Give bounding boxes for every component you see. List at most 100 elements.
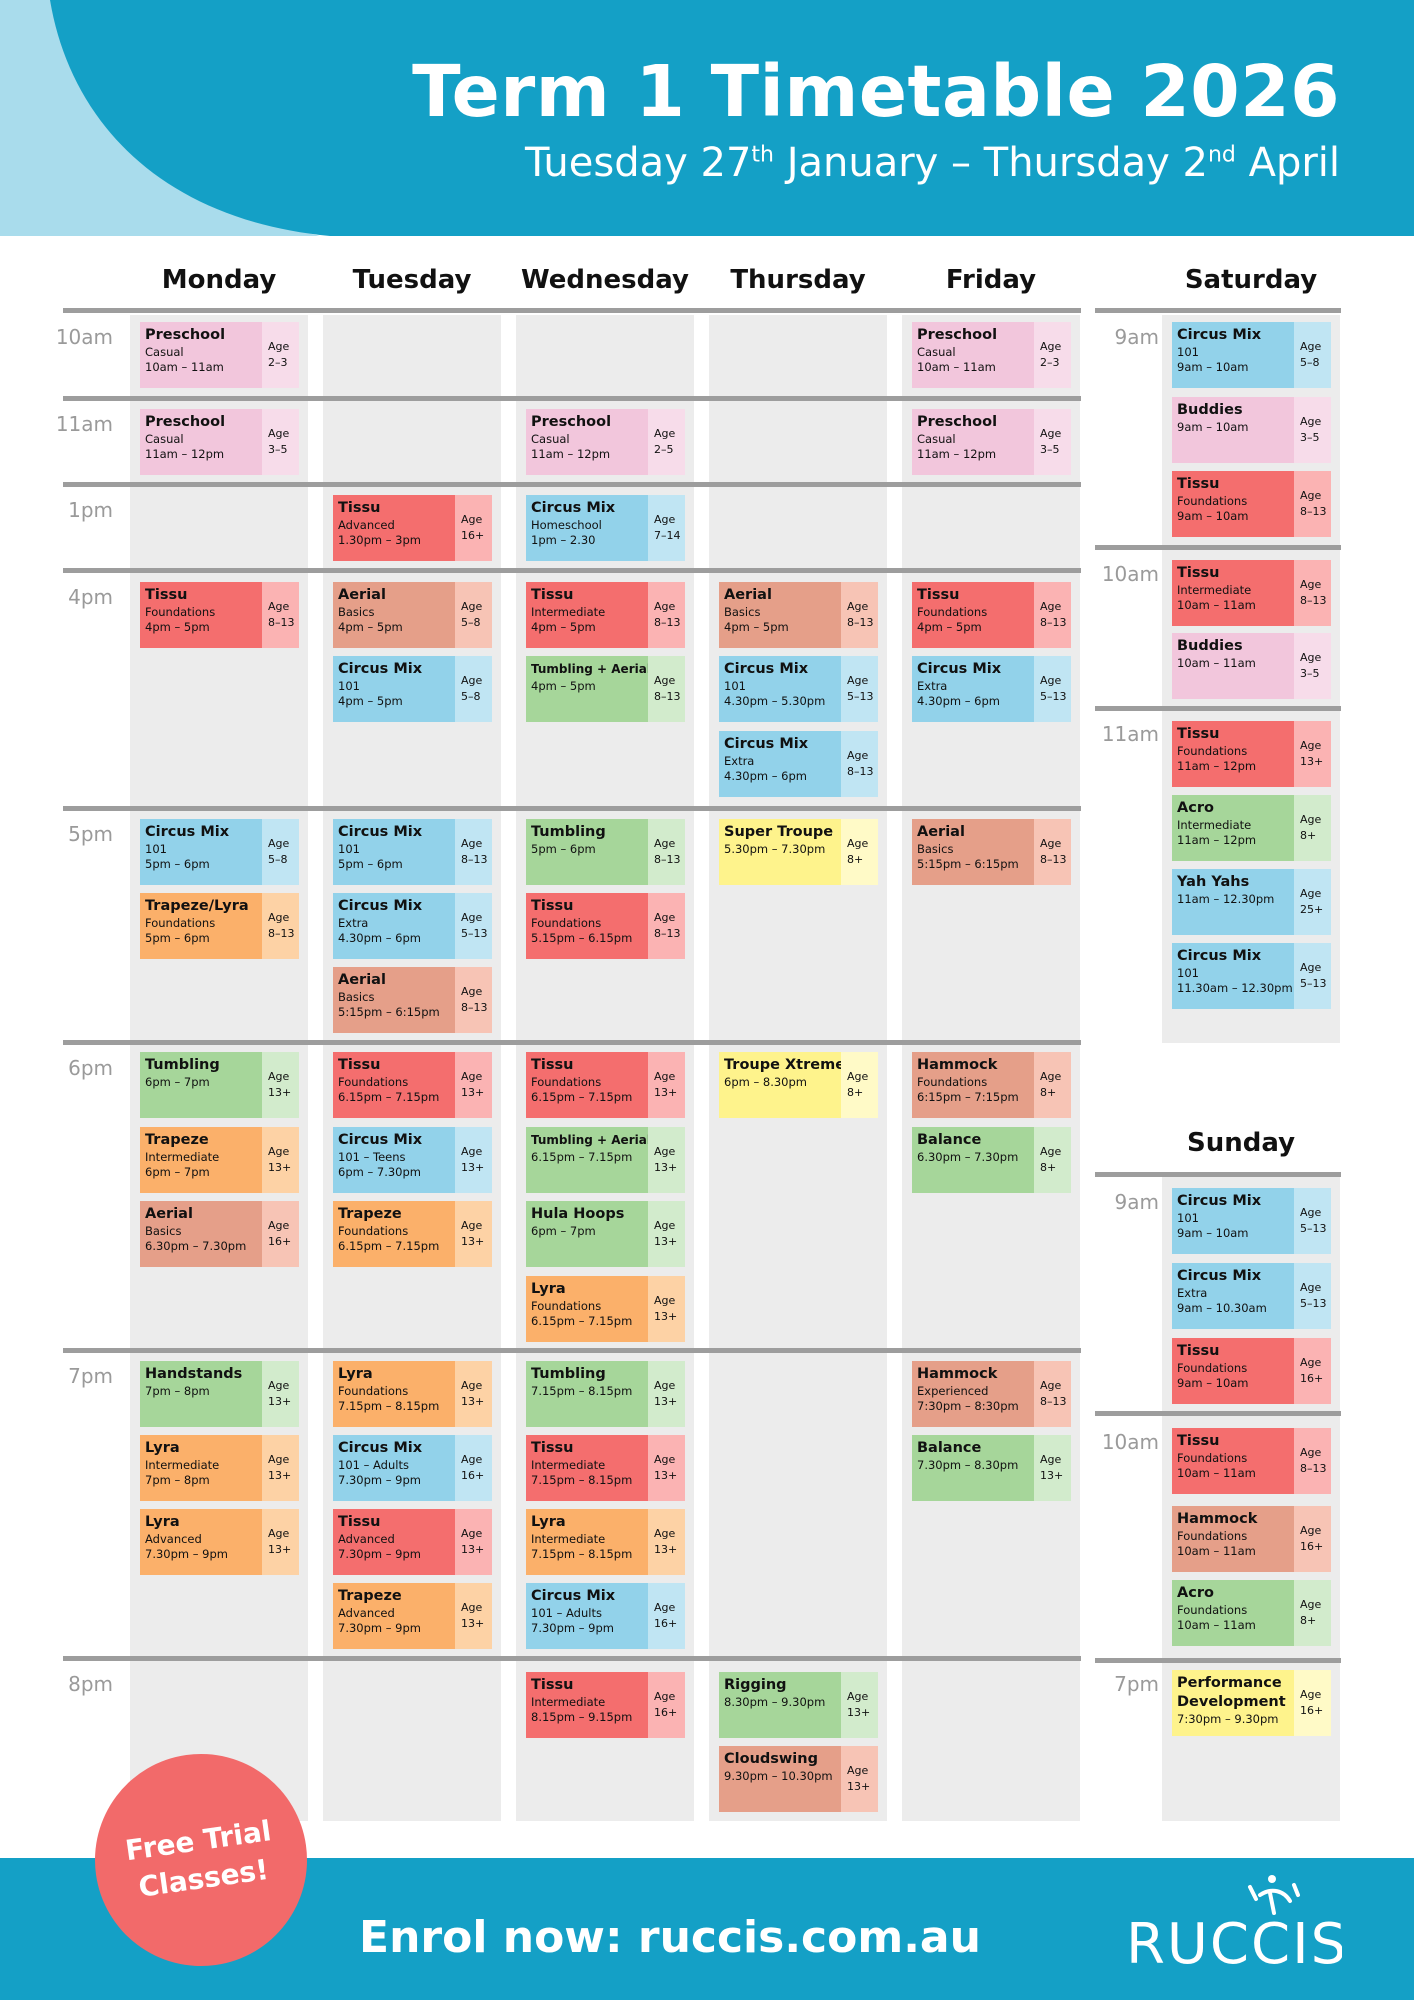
class-card[interactable]: Tissu Intermediate 4pm – 5pm Age 8–13 bbox=[526, 582, 685, 648]
class-card[interactable]: Tissu Intermediate 8.15pm – 9.15pm Age 16+ bbox=[526, 1672, 685, 1738]
class-card[interactable]: Circus Mix 101 – Adults 7.30pm – 9pm Age 16+ bbox=[333, 1435, 492, 1501]
class-card[interactable]: Tissu Foundations 6.15pm – 7.15pm Age 13+ bbox=[526, 1052, 685, 1118]
class-card[interactable]: Preschool Casual 10am – 11am Age 2–3 bbox=[140, 322, 299, 388]
class-card[interactable]: Circus Mix 101 11.30am – 12.30pm Age 5–13 bbox=[1172, 943, 1331, 1009]
class-card[interactable]: Tissu Intermediate 10am – 11am Age 8–13 bbox=[1172, 560, 1331, 626]
class-card[interactable]: Acro Foundations 10am – 11am Age 8+ bbox=[1172, 1580, 1331, 1646]
class-card[interactable]: Balance 7.30pm – 8.30pm Age 13+ bbox=[912, 1435, 1071, 1501]
class-card[interactable]: Tissu Foundations 9am – 10am Age 8–13 bbox=[1172, 471, 1331, 537]
class-card[interactable]: Tissu Intermediate 7.15pm – 8.15pm Age 13+ bbox=[526, 1435, 685, 1501]
class-card[interactable]: Aerial Basics 4pm – 5pm Age 5–8 bbox=[333, 582, 492, 648]
class-card[interactable]: Circus Mix 101 5pm – 6pm Age 8–13 bbox=[333, 819, 492, 885]
class-card[interactable]: Performance Development 7:30pm – 9.30pm Age… bbox=[1172, 1670, 1331, 1736]
class-card[interactable]: Super Troupe 5.30pm – 7.30pm Age 8+ bbox=[719, 819, 878, 885]
class-info: Circus Mix Homeschool 1pm – 2.30 bbox=[526, 495, 648, 561]
class-name: Tissu bbox=[338, 500, 381, 516]
class-card[interactable]: Handstands 7pm – 8pm Age 13+ bbox=[140, 1361, 299, 1427]
class-name: Circus Mix bbox=[724, 736, 809, 752]
class-card[interactable]: Buddies 10am – 11am Age 3–5 bbox=[1172, 633, 1331, 699]
class-level: Advanced bbox=[145, 1532, 202, 1546]
class-card[interactable]: Tumbling + Aerial 6.15pm – 7.15pm Age 13+ bbox=[526, 1127, 685, 1193]
class-card[interactable]: Aerial Basics 5:15pm – 6:15pm Age 8–13 bbox=[333, 967, 492, 1033]
class-card[interactable]: Tissu Foundations 11am – 12pm Age 13+ bbox=[1172, 721, 1331, 787]
class-card[interactable]: Circus Mix 101 5pm – 6pm Age 5–8 bbox=[140, 819, 299, 885]
age-label: Age bbox=[1300, 1281, 1322, 1294]
class-card[interactable]: Trapeze Intermediate 6pm – 7pm Age 13+ bbox=[140, 1127, 299, 1193]
class-card[interactable]: Yah Yahs 11am – 12.30pm Age 25+ bbox=[1172, 869, 1331, 935]
age-value: 16+ bbox=[1300, 1540, 1324, 1553]
class-card[interactable]: Circus Mix 101 9am – 10am Age 5–13 bbox=[1172, 1188, 1331, 1254]
class-info: Circus Mix 101 9am – 10am bbox=[1172, 322, 1294, 388]
age-label: Age bbox=[1300, 739, 1322, 752]
class-card[interactable]: Preschool Casual 11am – 12pm Age 3–5 bbox=[140, 409, 299, 475]
class-card[interactable]: Circus Mix Extra 4.30pm – 6pm Age 5–13 bbox=[333, 893, 492, 959]
class-card[interactable]: Circus Mix 101 4pm – 5pm Age 5–8 bbox=[333, 656, 492, 722]
class-card[interactable]: Trapeze Foundations 6.15pm – 7.15pm Age 13+ bbox=[333, 1201, 492, 1267]
age-value: 3–5 bbox=[1040, 443, 1060, 456]
class-level: Foundations bbox=[338, 1384, 409, 1398]
class-level: 101 bbox=[1177, 966, 1199, 980]
age-value: 13+ bbox=[268, 1543, 292, 1556]
age-label: Age bbox=[847, 749, 869, 762]
age-value: 13+ bbox=[461, 1235, 485, 1248]
class-card[interactable]: Tissu Foundations 4pm – 5pm Age 8–13 bbox=[912, 582, 1071, 648]
class-card[interactable]: Lyra Intermediate 7.15pm – 8.15pm Age 13+ bbox=[526, 1509, 685, 1575]
class-card[interactable]: Aerial Basics 4pm – 5pm Age 8–13 bbox=[719, 582, 878, 648]
class-card[interactable]: Trapeze Advanced 7.30pm – 9pm Age 13+ bbox=[333, 1583, 492, 1649]
class-age: Age 8–13 bbox=[1034, 1361, 1071, 1427]
class-card[interactable]: Tissu Foundations 4pm – 5pm Age 8–13 bbox=[140, 582, 299, 648]
class-card[interactable]: Rigging 8.30pm – 9.30pm Age 13+ bbox=[719, 1672, 878, 1738]
class-card[interactable]: Hula Hoops 6pm – 7pm Age 13+ bbox=[526, 1201, 685, 1267]
enrol-link[interactable]: Enrol now: ruccis.com.au bbox=[359, 1912, 981, 1963]
class-card[interactable]: Tumbling 6pm – 7pm Age 13+ bbox=[140, 1052, 299, 1118]
class-card[interactable]: Tissu Advanced 1.30pm – 3pm Age 16+ bbox=[333, 495, 492, 561]
class-card[interactable]: Circus Mix 101 4.30pm – 5.30pm Age 5–13 bbox=[719, 656, 878, 722]
class-card[interactable]: Balance 6.30pm – 7.30pm Age 8+ bbox=[912, 1127, 1071, 1193]
class-card[interactable]: Circus Mix Extra 4.30pm – 6pm Age 5–13 bbox=[912, 656, 1071, 722]
class-time: 5.15pm – 6.15pm bbox=[531, 931, 633, 945]
class-card[interactable]: Circus Mix 101 – Adults 7.30pm – 9pm Age 16+ bbox=[526, 1583, 685, 1649]
class-card[interactable]: Lyra Foundations 6.15pm – 7.15pm Age 13+ bbox=[526, 1276, 685, 1342]
class-card[interactable]: Troupe Xtreme 6pm – 8.30pm Age 8+ bbox=[719, 1052, 878, 1118]
class-name: Circus Mix bbox=[338, 1132, 423, 1148]
class-name: Tumbling bbox=[531, 1366, 606, 1382]
class-card[interactable]: Hammock Foundations 10am – 11am Age 16+ bbox=[1172, 1506, 1331, 1572]
class-card[interactable]: Hammock Experienced 7:30pm – 8:30pm Age 8–13 bbox=[912, 1361, 1071, 1427]
class-info: Yah Yahs 11am – 12.30pm bbox=[1172, 869, 1294, 935]
class-card[interactable]: Circus Mix Extra 9am – 10.30am Age 5–13 bbox=[1172, 1263, 1331, 1329]
class-card[interactable]: Acro Intermediate 11am – 12pm Age 8+ bbox=[1172, 795, 1331, 861]
time-label: 10am bbox=[1101, 1430, 1159, 1454]
class-card[interactable]: Tumbling + Aerial 4pm – 5pm Age 8–13 bbox=[526, 656, 685, 722]
class-card[interactable]: Cloudswing 9.30pm – 10.30pm Age 13+ bbox=[719, 1746, 878, 1812]
class-card[interactable]: Buddies 9am – 10am Age 3–5 bbox=[1172, 397, 1331, 463]
class-card[interactable]: Aerial Basics 6.30pm – 7.30pm Age 16+ bbox=[140, 1201, 299, 1267]
class-time: 7.30pm – 9pm bbox=[338, 1621, 421, 1635]
class-card[interactable]: Tissu Foundations 10am – 11am Age 8–13 bbox=[1172, 1428, 1331, 1494]
class-info: Tissu Foundations 10am – 11am bbox=[1172, 1428, 1294, 1494]
class-card[interactable]: Lyra Advanced 7.30pm – 9pm Age 13+ bbox=[140, 1509, 299, 1575]
class-card[interactable]: Circus Mix 101 – Teens 6pm – 7.30pm Age 13+ bbox=[333, 1127, 492, 1193]
class-card[interactable]: Lyra Intermediate 7pm – 8pm Age 13+ bbox=[140, 1435, 299, 1501]
class-card[interactable]: Tissu Foundations 9am – 10am Age 16+ bbox=[1172, 1338, 1331, 1404]
class-card[interactable]: Circus Mix Homeschool 1pm – 2.30 Age 7–14 bbox=[526, 495, 685, 561]
day-header-saturday: Saturday bbox=[1184, 265, 1318, 295]
class-card[interactable]: Preschool Casual 11am – 12pm Age 3–5 bbox=[912, 409, 1071, 475]
class-card[interactable]: Lyra Foundations 7.15pm – 8.15pm Age 13+ bbox=[333, 1361, 492, 1427]
class-card[interactable]: Circus Mix 101 9am – 10am Age 5–8 bbox=[1172, 322, 1331, 388]
class-card[interactable]: Tumbling 7.15pm – 8.15pm Age 13+ bbox=[526, 1361, 685, 1427]
class-card[interactable]: Tissu Foundations 5.15pm – 6.15pm Age 8–13 bbox=[526, 893, 685, 959]
class-card[interactable]: Preschool Casual 10am – 11am Age 2–3 bbox=[912, 322, 1071, 388]
class-card[interactable]: Trapeze/Lyra Foundations 5pm – 6pm Age 8–13 bbox=[140, 893, 299, 959]
class-age: Age 13+ bbox=[841, 1746, 878, 1812]
class-card[interactable]: Aerial Basics 5:15pm – 6:15pm Age 8–13 bbox=[912, 819, 1071, 885]
class-card[interactable]: Tissu Foundations 6.15pm – 7.15pm Age 13+ bbox=[333, 1052, 492, 1118]
class-card[interactable]: Hammock Foundations 6:15pm – 7:15pm Age 8+ bbox=[912, 1052, 1071, 1118]
age-label: Age bbox=[1040, 600, 1062, 613]
class-card[interactable]: Circus Mix Extra 4.30pm – 6pm Age 8–13 bbox=[719, 731, 878, 797]
class-card[interactable]: Preschool Casual 11am – 12pm Age 2–5 bbox=[526, 409, 685, 475]
class-name: Aerial bbox=[338, 972, 386, 988]
class-card[interactable]: Tumbling 5pm – 6pm Age 8–13 bbox=[526, 819, 685, 885]
class-card[interactable]: Tissu Advanced 7.30pm – 9pm Age 13+ bbox=[333, 1509, 492, 1575]
class-name: Tissu bbox=[338, 1514, 381, 1530]
class-age: Age 5–13 bbox=[1294, 1263, 1331, 1329]
